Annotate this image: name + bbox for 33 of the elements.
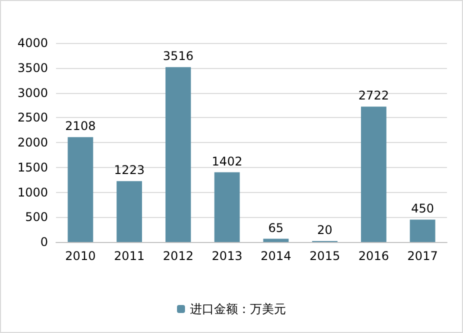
bar xyxy=(165,67,191,242)
x-tick-label: 2011 xyxy=(114,249,145,263)
y-tick-label: 4000 xyxy=(17,36,48,50)
data-label: 450 xyxy=(411,202,434,216)
y-tick-label: 0 xyxy=(40,235,48,249)
y-tick-label: 1500 xyxy=(17,160,48,174)
bar xyxy=(360,106,386,242)
data-label: 2722 xyxy=(358,88,389,103)
y-tick-label: 1000 xyxy=(17,185,48,200)
y-tick-label: 2500 xyxy=(17,110,48,125)
x-tick-label: 2013 xyxy=(212,249,242,263)
x-tick-label: 2014 xyxy=(260,249,292,263)
bar xyxy=(68,137,94,242)
x-tick-label: 2015 xyxy=(310,249,340,263)
data-label: 1402 xyxy=(212,154,242,168)
y-tick-label: 3000 xyxy=(17,86,48,100)
x-tick-label: 2010 xyxy=(65,249,96,263)
y-tick-label: 500 xyxy=(25,210,48,224)
bar xyxy=(116,181,142,242)
bar xyxy=(263,238,289,242)
data-label: 1223 xyxy=(114,163,145,178)
legend-label: 进口金额：万美元 xyxy=(190,302,286,316)
bar xyxy=(214,172,240,242)
data-label: 20 xyxy=(317,223,332,238)
data-label: 3516 xyxy=(162,49,194,64)
x-tick-label: 2017 xyxy=(407,249,438,263)
y-tick-label: 2000 xyxy=(17,136,48,150)
y-tick-label: 3500 xyxy=(17,60,48,75)
x-tick-label: 2016 xyxy=(358,249,389,263)
bar xyxy=(410,220,436,242)
x-tick-label: 2012 xyxy=(162,249,194,263)
data-label: 65 xyxy=(268,220,284,235)
data-label: 2108 xyxy=(65,119,96,134)
